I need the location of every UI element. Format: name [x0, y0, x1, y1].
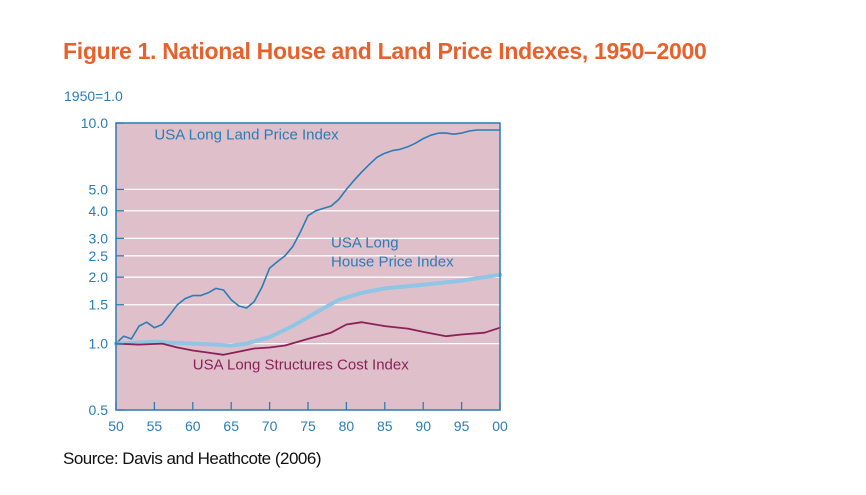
y-tick-label: 1.5	[89, 297, 109, 313]
y-tick-label: 3.0	[89, 230, 109, 246]
y-tick-label: 2.5	[89, 248, 109, 264]
x-tick-label: 55	[147, 418, 163, 434]
x-tick-label: 50	[108, 418, 124, 434]
x-tick-label: 80	[339, 418, 355, 434]
series-line-3	[115, 321, 501, 356]
x-tick-label: 95	[454, 418, 470, 434]
y-tick-label: 1.0	[89, 336, 109, 352]
x-tick-label: 65	[223, 418, 239, 434]
series-annotation: USA Long Land Price Index	[154, 127, 339, 144]
x-tick-label: 00	[492, 418, 508, 434]
series-annotation: USA Long	[331, 235, 399, 252]
y-axis-label: 1950=1.0	[64, 88, 123, 104]
x-tick-label: 75	[300, 418, 316, 434]
series-line-2	[114, 272, 502, 348]
x-tick-label: 90	[415, 418, 431, 434]
series-lines	[114, 129, 502, 356]
x-tick-label: 70	[262, 418, 278, 434]
series-annotation: House Price Index	[331, 253, 454, 270]
plot-frame	[115, 122, 501, 411]
y-tick-label: 5.0	[89, 181, 109, 197]
x-tick-label: 60	[185, 418, 201, 434]
axes: 0.5 1.0 1.5 2.0 2.5 3.0 4.0 5.0 10.0 50 55 60 65 70 75…	[81, 115, 508, 434]
y-tick-label: 10.0	[81, 115, 108, 131]
series-line-1	[115, 129, 501, 345]
source-note: Source: Davis and Heathcote (2006)	[63, 449, 322, 468]
y-tick-label: 2.0	[89, 269, 109, 285]
y-tick-label: 0.5	[89, 402, 109, 418]
series-annotation: USA Long Structures Cost Index	[193, 356, 409, 373]
plot-area	[116, 123, 500, 410]
x-tick-label: 85	[377, 418, 393, 434]
y-tick-label: 4.0	[89, 203, 109, 219]
figure-title: Figure 1. National House and Land Price …	[63, 38, 707, 64]
